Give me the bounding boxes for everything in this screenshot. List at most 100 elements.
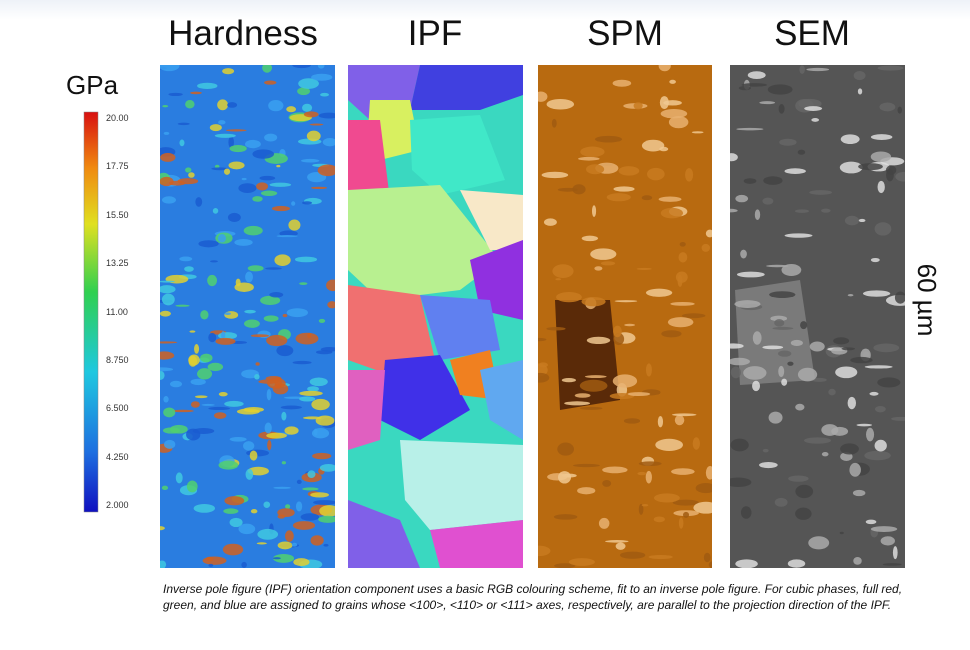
texture xyxy=(678,517,684,529)
texture xyxy=(600,261,616,266)
texture xyxy=(197,368,213,380)
texture xyxy=(266,334,288,347)
texture xyxy=(171,409,194,413)
texture xyxy=(186,428,201,441)
texture xyxy=(297,87,311,96)
texture xyxy=(606,193,631,202)
texture xyxy=(730,366,741,379)
texture xyxy=(257,528,279,540)
texture xyxy=(738,85,751,91)
texture xyxy=(847,396,857,410)
texture xyxy=(730,208,738,213)
colorbar-tick-label: 4.250 xyxy=(106,451,129,462)
texture xyxy=(787,361,794,366)
texture xyxy=(602,479,612,487)
texture xyxy=(280,405,302,410)
texture xyxy=(769,291,796,299)
texture xyxy=(296,479,302,485)
texture xyxy=(263,501,271,508)
texture xyxy=(312,452,332,460)
texture xyxy=(197,82,218,89)
texture xyxy=(243,441,255,451)
texture xyxy=(317,65,325,69)
texture xyxy=(752,331,762,345)
texture xyxy=(318,318,326,323)
texture xyxy=(671,413,697,417)
texture xyxy=(612,374,638,388)
texture xyxy=(561,377,577,383)
texture xyxy=(309,123,324,126)
texture xyxy=(551,118,557,128)
texture xyxy=(641,139,665,152)
texture xyxy=(657,416,664,428)
texture xyxy=(184,266,194,272)
texture xyxy=(800,321,808,330)
texture xyxy=(877,180,885,194)
texture xyxy=(602,466,628,474)
texture xyxy=(160,370,165,380)
texture xyxy=(323,543,329,547)
texture xyxy=(175,304,190,307)
texture xyxy=(637,471,647,476)
texture xyxy=(591,205,597,218)
texture xyxy=(667,317,694,328)
texture xyxy=(163,407,176,418)
texture xyxy=(303,111,319,118)
texture xyxy=(546,327,566,331)
texture xyxy=(865,519,877,525)
texture xyxy=(311,73,333,81)
texture xyxy=(300,158,320,163)
texture xyxy=(247,265,264,272)
texture xyxy=(162,105,169,108)
texture xyxy=(708,561,712,568)
texture xyxy=(879,102,896,112)
texture xyxy=(293,558,310,567)
texture xyxy=(538,545,551,557)
texture xyxy=(264,422,272,434)
texture xyxy=(208,332,217,343)
texture xyxy=(298,78,319,89)
panel-title: SPM xyxy=(587,14,663,53)
texture xyxy=(217,234,226,243)
texture xyxy=(864,365,893,369)
texture xyxy=(840,443,859,455)
texture xyxy=(594,135,623,143)
texture xyxy=(850,356,873,364)
texture xyxy=(685,168,694,182)
texture xyxy=(866,427,875,442)
texture xyxy=(877,377,901,388)
texture xyxy=(794,209,810,213)
texture xyxy=(327,301,335,309)
texture xyxy=(285,504,291,509)
texture xyxy=(882,563,902,566)
hardness-map xyxy=(160,65,335,568)
texture xyxy=(282,314,288,318)
texture xyxy=(778,365,785,378)
texture xyxy=(277,508,295,518)
texture xyxy=(839,161,863,174)
texture xyxy=(224,312,231,316)
texture xyxy=(735,559,758,568)
texture xyxy=(160,526,165,531)
texture xyxy=(847,294,854,297)
texture xyxy=(660,109,688,119)
texture xyxy=(811,377,827,382)
texture xyxy=(618,166,640,176)
texture xyxy=(682,511,690,518)
texture xyxy=(188,172,195,178)
texture xyxy=(264,133,278,142)
texture xyxy=(645,363,652,377)
texture xyxy=(311,186,328,190)
texture xyxy=(224,496,245,506)
texture xyxy=(809,190,832,195)
texture xyxy=(271,205,291,212)
texture xyxy=(160,285,176,294)
texture xyxy=(179,139,185,147)
texture xyxy=(185,167,192,173)
texture xyxy=(578,156,600,161)
texture xyxy=(265,375,282,381)
texture xyxy=(581,296,606,307)
texture xyxy=(201,403,215,406)
texture xyxy=(223,508,239,514)
